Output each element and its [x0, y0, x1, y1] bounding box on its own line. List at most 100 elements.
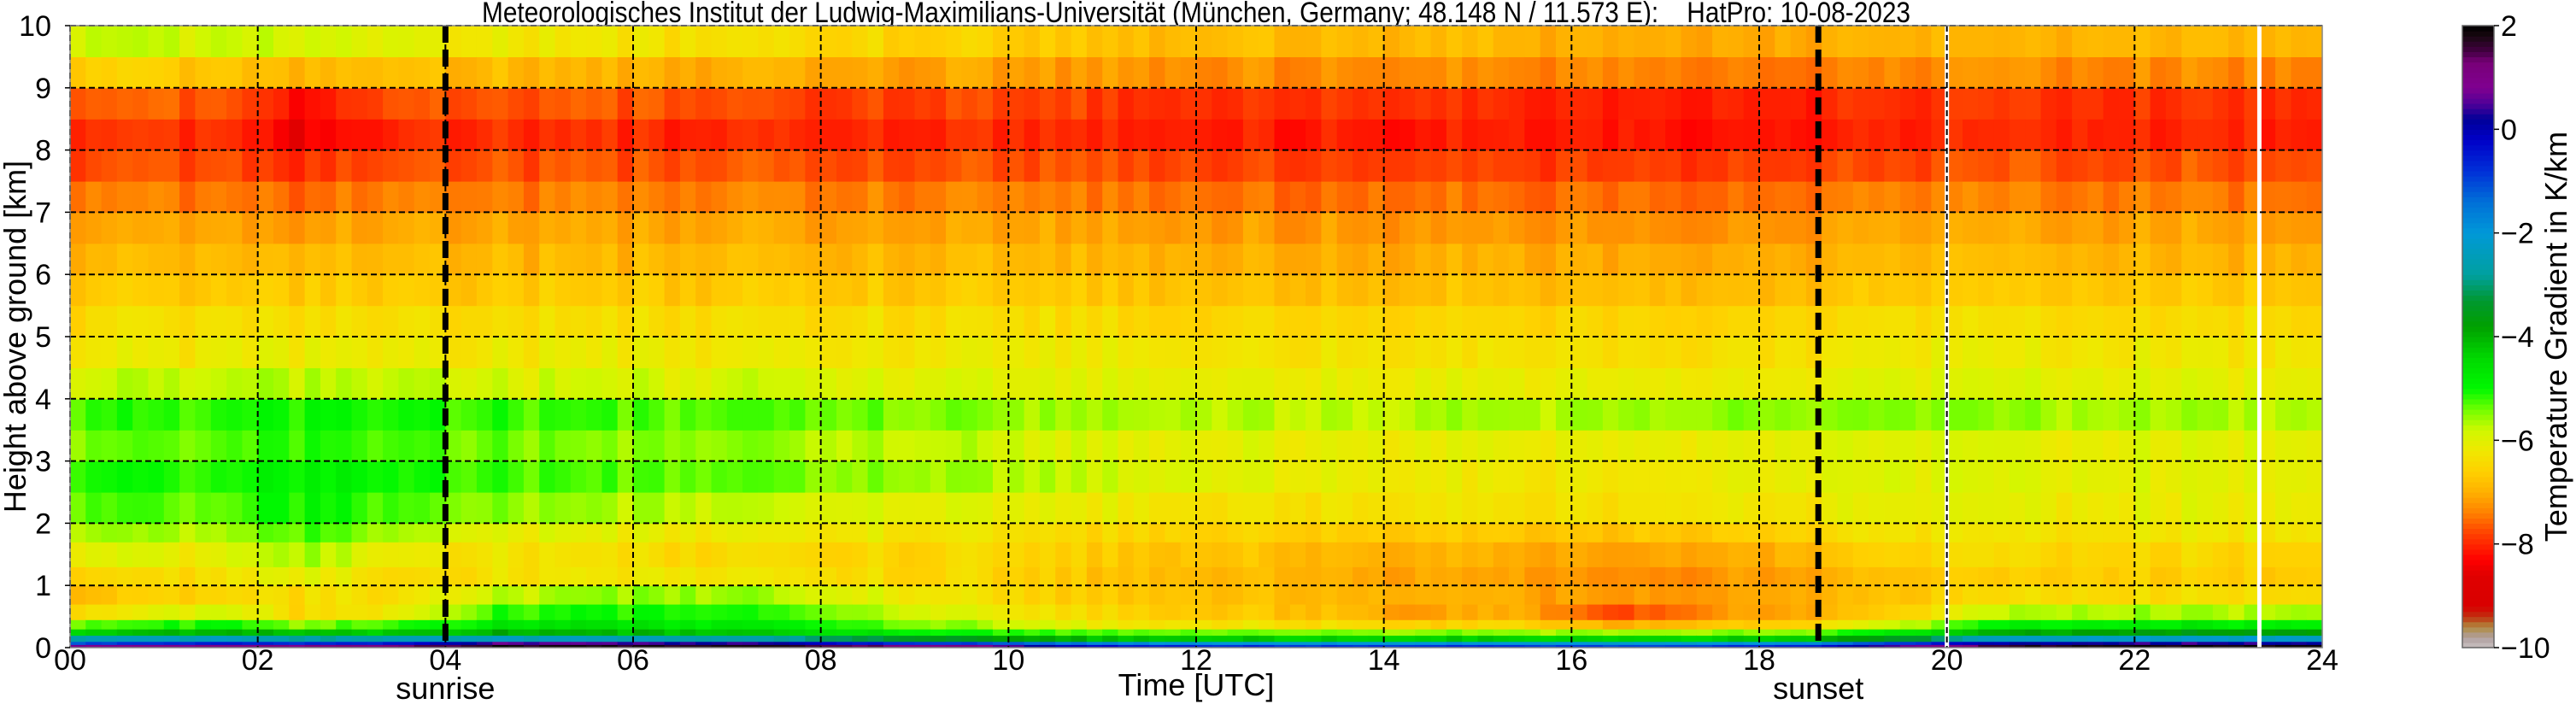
heatmap-cell [2119, 492, 2135, 524]
heatmap-cell [116, 635, 133, 642]
heatmap-cell [2103, 542, 2120, 567]
heatmap-cell [1963, 585, 1979, 605]
heatmap-cell [883, 305, 900, 337]
heatmap-cell [601, 274, 619, 307]
colorbar-segment [2462, 564, 2494, 571]
heatmap-cell [617, 87, 634, 120]
heatmap-cell [586, 542, 602, 567]
heatmap-cell [1931, 619, 1948, 630]
heatmap-cell [1289, 585, 1306, 605]
heatmap-cell [445, 398, 462, 431]
heatmap-cell [570, 585, 587, 605]
heatmap-cell [336, 398, 353, 431]
heatmap-cell [1743, 56, 1760, 89]
heatmap-cell [1306, 367, 1322, 400]
heatmap-cell [242, 119, 259, 151]
heatmap-cell [257, 461, 274, 493]
heatmap-cell [883, 619, 900, 630]
heatmap-cell [85, 87, 103, 120]
heatmap-cell [1242, 212, 1259, 244]
heatmap-cell [1383, 641, 1400, 645]
heatmap-cell [1462, 212, 1479, 244]
heatmap-cell [116, 398, 133, 431]
heatmap-cell [852, 56, 869, 89]
heatmap-cell [586, 566, 602, 586]
heatmap-cell [273, 87, 290, 120]
heatmap-cell [398, 604, 415, 620]
heatmap-cell [2087, 119, 2104, 151]
heatmap-cell [226, 430, 243, 462]
heatmap-cell [1524, 430, 1541, 462]
heatmap-cell [867, 305, 884, 337]
heatmap-cell [398, 635, 415, 642]
heatmap-cell [914, 87, 931, 120]
heatmap-cell [1916, 56, 1932, 89]
heatmap-cell [1728, 641, 1745, 645]
heatmap-cell [2291, 337, 2308, 368]
heatmap-cell [993, 56, 1009, 89]
heatmap-cell [1852, 305, 1869, 337]
heatmap-cell [2212, 430, 2229, 462]
heatmap-cell [570, 635, 587, 642]
heatmap-cell [711, 212, 728, 244]
heatmap-cell [2306, 629, 2323, 637]
heatmap-cell [257, 523, 274, 543]
heatmap-cell [195, 635, 212, 642]
heatmap-cell [867, 119, 884, 151]
heatmap-cell [633, 243, 649, 275]
heatmap-cell [1477, 644, 1494, 648]
heatmap-cell [1899, 150, 1916, 182]
heatmap-cell [773, 26, 790, 57]
heatmap-cell [1571, 604, 1588, 620]
heatmap-cell [1462, 243, 1479, 275]
heatmap-cell [1822, 492, 1839, 524]
heatmap-cell [1242, 243, 1259, 275]
heatmap-cell [1946, 274, 1963, 307]
heatmap-cell [132, 585, 150, 605]
heatmap-cell [2009, 619, 2026, 630]
heatmap-cell [2134, 150, 2151, 182]
heatmap-cell [226, 492, 243, 524]
heatmap-cell [1837, 566, 1854, 586]
heatmap-cell [508, 87, 525, 120]
heatmap-cell [2259, 212, 2276, 244]
heatmap-cell [2244, 604, 2261, 620]
heatmap-cell [664, 243, 681, 275]
heatmap-cell [1790, 150, 1807, 182]
colorbar-segment [2462, 342, 2494, 348]
heatmap-cell [1430, 629, 1447, 637]
heatmap-cell [116, 542, 133, 567]
heatmap-cell [695, 337, 713, 368]
heatmap-cell [758, 56, 775, 89]
heatmap-cell [1681, 181, 1698, 213]
heatmap-cell [1383, 337, 1400, 368]
heatmap-cell [257, 26, 274, 57]
heatmap-cell [2025, 181, 2042, 213]
heatmap-cell [1712, 585, 1728, 605]
heatmap-cell [648, 274, 666, 307]
heatmap-cell [930, 243, 947, 275]
heatmap-cell [2056, 492, 2073, 524]
heatmap-cell [195, 619, 212, 630]
heatmap-cell [805, 274, 822, 307]
heatmap-cell [398, 523, 415, 543]
heatmap-cell [2025, 644, 2042, 648]
heatmap-cell [1899, 398, 1916, 431]
colorbar-segment [2462, 114, 2494, 120]
heatmap-cell [163, 523, 180, 543]
heatmap-cell [773, 604, 790, 620]
heatmap-cell [805, 629, 822, 637]
heatmap-cell [1899, 566, 1916, 586]
heatmap-cell [805, 604, 822, 620]
heatmap-cell [1524, 523, 1541, 543]
heatmap-cell [601, 119, 619, 151]
heatmap-cell [430, 243, 446, 275]
heatmap-cell [242, 398, 259, 431]
heatmap-cell [523, 635, 540, 642]
heatmap-cell [1540, 585, 1557, 605]
heatmap-cell [883, 585, 900, 605]
heatmap-cell [648, 635, 666, 642]
heatmap-cell [758, 542, 775, 567]
heatmap-cell [1852, 619, 1869, 630]
heatmap-cell [1071, 337, 1088, 368]
